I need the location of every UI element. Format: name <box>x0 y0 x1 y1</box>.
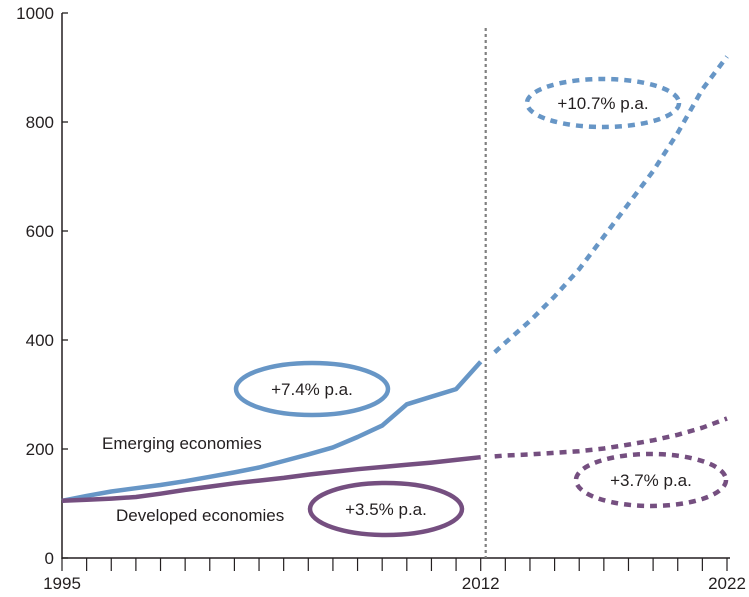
y-tick-label: 0 <box>45 549 54 568</box>
emerging-growth-oval-projected <box>524 76 682 130</box>
emerging-growth-label-historical: +7.4% p.a. <box>271 380 353 399</box>
x-tick-label: 1995 <box>43 574 81 592</box>
emerging-growth-label-projected: +10.7% p.a. <box>557 94 648 113</box>
developed-growth-label-historical: +3.5% p.a. <box>345 500 427 519</box>
developed-actual-line <box>61 454 481 504</box>
emerging-actual-line <box>61 360 483 504</box>
y-tick-label: 1000 <box>16 4 54 23</box>
emerging-projection-line <box>493 55 729 354</box>
developed-series-label: Developed economies <box>116 506 284 525</box>
annotation-layer: Emerging economies Developed economies +7.… <box>102 76 729 538</box>
emerging-series-label: Emerging economies <box>102 434 262 453</box>
developed-growth-label-projected: +3.7% p.a. <box>610 471 692 490</box>
y-tick-label: 800 <box>26 113 54 132</box>
x-tick-label: 2022 <box>708 574 746 592</box>
emerging-growth-oval-historical <box>233 360 391 418</box>
y-tick-label: 400 <box>26 331 54 350</box>
axes: 0 200 400 600 800 1000 1995 2012 2022 <box>16 4 746 593</box>
developed-projection-line <box>494 416 728 459</box>
y-tick-label: 200 <box>26 440 54 459</box>
x-tick-label: 2012 <box>462 574 500 592</box>
series-layer <box>61 55 729 504</box>
developed-growth-oval-historical <box>307 480 465 538</box>
developed-growth-oval-projected <box>573 451 729 509</box>
y-tick-label: 600 <box>26 222 54 241</box>
